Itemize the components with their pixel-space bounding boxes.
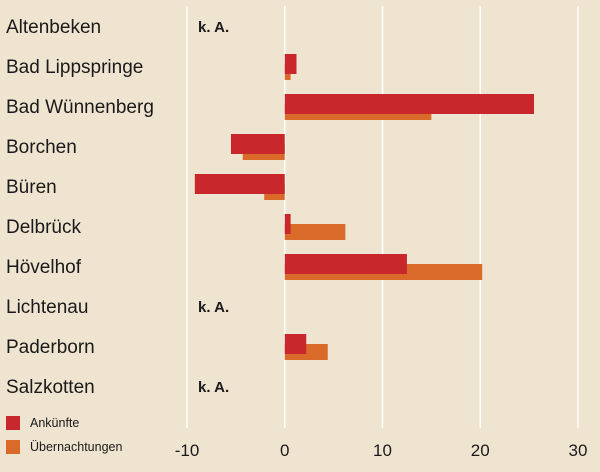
bar-ankuenfte [284,94,535,114]
legend-label: Übernachtungen [30,440,122,454]
bar-ankuenfte [284,214,291,234]
category-label: Delbrück [6,217,81,238]
category-label: Lichtenau [6,297,88,318]
legend-swatch [6,440,20,454]
x-tick-label: 0 [280,441,289,460]
bars [194,54,535,360]
no-data-labels: k. A. k. A. k. A. [198,19,229,396]
no-data-label: k. A. [198,379,229,396]
legend: Ankünfte Übernachtungen [6,416,122,454]
category-label: Bad Lippspringe [6,57,143,78]
bar-ankuenfte [284,54,297,74]
category-labels: Altenbeken Bad Lippspringe Bad Wünnenberg B… [6,17,154,398]
x-tick-label: -10 [175,441,200,460]
x-tick-label: 10 [373,441,392,460]
category-label: Büren [6,177,57,198]
bar-ankuenfte [194,174,285,194]
category-label: Bad Wünnenberg [6,97,154,118]
x-tick-labels: -10 0 10 20 30 [175,441,588,460]
x-tick-label: 30 [569,441,588,460]
bar-ankuenfte [230,134,285,154]
no-data-label: k. A. [198,19,229,36]
category-label: Hövelhof [6,257,82,278]
bar-ankuenfte [284,254,407,274]
category-label: Altenbeken [6,17,101,38]
legend-label: Ankünfte [30,416,79,430]
x-tick-label: 20 [471,441,490,460]
no-data-label: k. A. [198,299,229,316]
category-label: Paderborn [6,337,95,358]
category-label: Salzkotten [6,377,95,398]
legend-swatch [6,416,20,430]
bar-uebernachtungen [284,224,346,240]
category-label: Borchen [6,137,77,158]
bar-ankuenfte [284,334,307,354]
